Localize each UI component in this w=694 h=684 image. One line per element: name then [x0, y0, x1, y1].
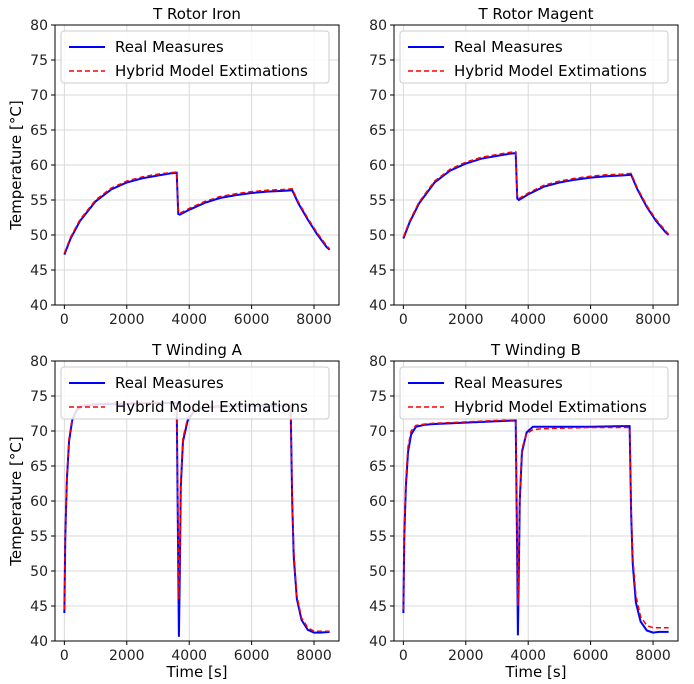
y-tick-label: 70 — [30, 88, 48, 104]
y-tick-label: 45 — [30, 263, 48, 279]
subplot-2: 0 2000 4000 6000 8000 40 45 50 55 60 65 70 75 80 T Rot… — [369, 5, 679, 328]
y-tick-label: 40 — [30, 634, 48, 650]
y-tick-label: 55 — [369, 193, 387, 209]
x-tick-label: 2000 — [109, 312, 145, 328]
legend-label: Hybrid Model Extimations — [454, 62, 647, 80]
y-tick-label: 55 — [369, 529, 387, 545]
y-tick-label: 50 — [30, 228, 48, 244]
y-tick-label: 45 — [369, 263, 387, 279]
legend-label: Hybrid Model Extimations — [454, 398, 647, 416]
y-tick-label: 80 — [30, 18, 48, 34]
y-tick-label: 40 — [369, 634, 387, 650]
x-tick-label: 2000 — [109, 648, 145, 664]
x-tick-label: 0 — [60, 312, 69, 328]
series-line-real-measures — [402, 151, 670, 239]
x-tick-label: 4000 — [171, 648, 207, 664]
y-tick-label: 40 — [30, 298, 48, 314]
x-axis-label: Time [s] — [166, 663, 228, 681]
y-tick-label: 50 — [30, 564, 48, 580]
subplot-title: T Rotor Iron — [152, 5, 241, 23]
legend-box — [399, 30, 669, 84]
x-tick-label: 8000 — [635, 312, 671, 328]
x-tick-label: 2000 — [448, 312, 484, 328]
series-line-real-measures — [63, 402, 330, 637]
x-tick-label: 4000 — [510, 312, 546, 328]
y-tick-label: 70 — [30, 424, 48, 440]
x-tick-label: 0 — [60, 648, 69, 664]
subplot-4: 0 2000 4000 6000 8000 40 45 50 55 60 65 70 75 80 T Win… — [369, 341, 679, 681]
x-tick-label: 4000 — [510, 648, 546, 664]
legend-label: Hybrid Model Extimations — [115, 398, 308, 416]
x-tick-label: 8000 — [296, 312, 332, 328]
subplot-title: T Winding B — [490, 341, 581, 359]
y-tick-label: 65 — [30, 123, 48, 139]
subplot-1: 0 2000 4000 6000 8000 40 45 50 55 60 65 70 75 80 T Rot… — [7, 5, 340, 328]
legend: Real Measures Hybrid Model Extimations — [60, 366, 330, 420]
legend-label: Real Measures — [454, 374, 563, 392]
legend: Real Measures Hybrid Model Extimations — [60, 30, 330, 84]
legend-label: Real Measures — [454, 38, 563, 56]
y-tick-label: 60 — [369, 158, 387, 174]
y-tick-label: 60 — [30, 494, 48, 510]
y-tick-label: 60 — [30, 158, 48, 174]
x-tick-label: 4000 — [171, 312, 207, 328]
y-tick-label: 65 — [369, 459, 387, 475]
x-tick-label: 6000 — [234, 648, 270, 664]
y-tick-label: 55 — [30, 193, 48, 209]
legend: Real Measures Hybrid Model Extimations — [399, 30, 669, 84]
y-axis-label: Temperature [°C] — [7, 436, 25, 566]
series-line-hybrid-model — [402, 419, 669, 629]
x-tick-label: 8000 — [296, 648, 332, 664]
series-line-real-measures — [402, 419, 669, 636]
y-tick-label: 65 — [369, 123, 387, 139]
y-tick-label: 75 — [369, 389, 387, 405]
y-tick-label: 50 — [369, 564, 387, 580]
y-tick-label: 55 — [30, 529, 48, 545]
subplot-title: T Rotor Magent — [477, 5, 593, 23]
y-tick-label: 80 — [369, 18, 387, 34]
legend-box — [60, 366, 330, 420]
x-tick-label: 6000 — [234, 312, 270, 328]
x-tick-label: 6000 — [573, 648, 609, 664]
legend-box — [60, 30, 330, 84]
series-line-hybrid-model — [402, 150, 670, 238]
legend-label: Hybrid Model Extimations — [115, 62, 308, 80]
series-line-hybrid-model — [63, 171, 331, 254]
y-tick-label: 40 — [369, 298, 387, 314]
x-tick-label: 8000 — [635, 648, 671, 664]
x-tick-label: 6000 — [573, 312, 609, 328]
y-tick-label: 80 — [30, 354, 48, 370]
x-tick-label: 0 — [399, 648, 408, 664]
y-axis-label: Temperature [°C] — [7, 100, 25, 230]
y-tick-label: 80 — [369, 354, 387, 370]
y-tick-label: 70 — [369, 88, 387, 104]
series-line-hybrid-model — [63, 401, 330, 632]
legend: Real Measures Hybrid Model Extimations — [399, 366, 669, 420]
y-tick-label: 45 — [30, 599, 48, 615]
subplot-title: T Winding A — [151, 341, 243, 359]
x-tick-label: 2000 — [448, 648, 484, 664]
legend-box — [399, 366, 669, 420]
y-tick-label: 45 — [369, 599, 387, 615]
y-tick-label: 60 — [369, 494, 387, 510]
x-axis-label: Time [s] — [505, 663, 567, 681]
legend-label: Real Measures — [115, 374, 224, 392]
y-tick-label: 65 — [30, 459, 48, 475]
y-tick-label: 75 — [369, 53, 387, 69]
y-tick-label: 75 — [30, 53, 48, 69]
series-line-real-measures — [63, 171, 331, 255]
x-tick-label: 0 — [399, 312, 408, 328]
legend-label: Real Measures — [115, 38, 224, 56]
y-tick-label: 70 — [369, 424, 387, 440]
y-tick-label: 75 — [30, 389, 48, 405]
y-tick-label: 50 — [369, 228, 387, 244]
subplot-3: 0 2000 4000 6000 8000 40 45 50 55 60 65 70 75 80 T Win… — [7, 341, 340, 681]
